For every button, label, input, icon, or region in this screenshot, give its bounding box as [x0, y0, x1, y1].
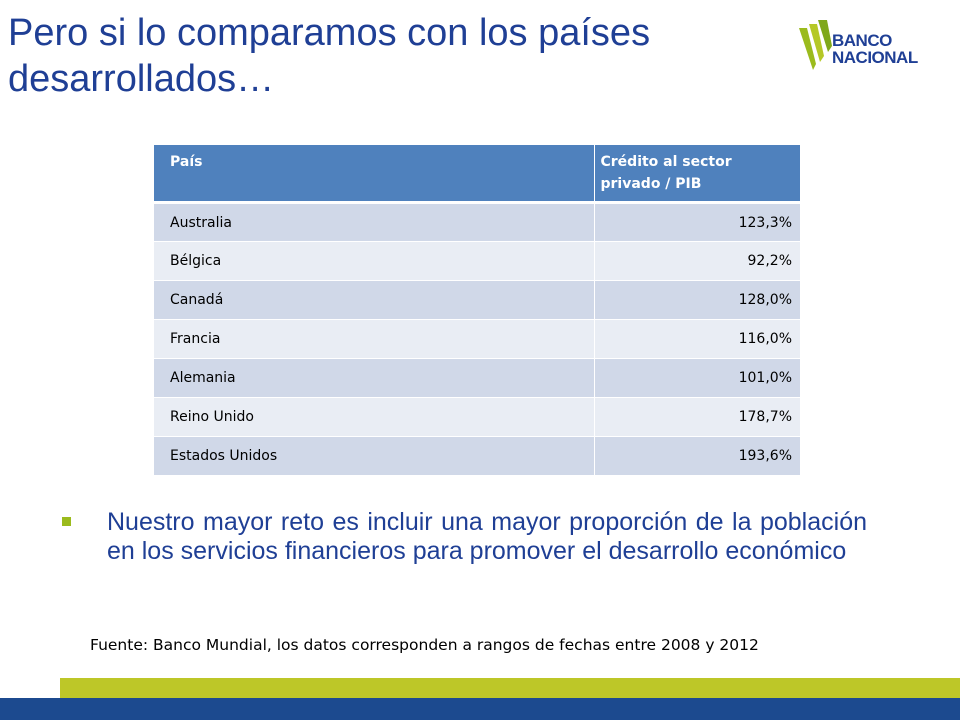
- table-row: Canadá 128,0%: [154, 280, 800, 320]
- banco-nacional-logo: BANCO NACIONAL: [796, 20, 956, 80]
- table-row: Australia 123,3%: [154, 202, 800, 242]
- value-cell: 123,3%: [593, 202, 800, 242]
- country-cell: Francia: [154, 319, 594, 359]
- table-header-row: País Crédito al sector privado / PIB: [154, 145, 800, 204]
- slide-title: Pero si lo comparamos con los países des…: [8, 12, 651, 100]
- table-row: Estados Unidos 193,6%: [154, 436, 800, 476]
- logo-wordmark: BANCO NACIONAL: [832, 32, 918, 66]
- value-cell: 92,2%: [593, 241, 800, 281]
- logo-line-2: NACIONAL: [832, 48, 918, 67]
- table-row: Francia 116,0%: [154, 319, 800, 359]
- banco-nacional-logo-icon: [799, 20, 832, 70]
- value-cell: 101,0%: [593, 358, 800, 398]
- country-cell: Canadá: [154, 280, 594, 320]
- header-credit-gdp: Crédito al sector privado / PIB: [593, 145, 800, 204]
- source-note: Fuente: Banco Mundial, los datos corresp…: [90, 636, 759, 654]
- footer-bar: [0, 698, 960, 720]
- country-cell: Bélgica: [154, 241, 594, 281]
- value-cell: 116,0%: [593, 319, 800, 359]
- country-cell: Australia: [154, 202, 594, 242]
- table-row: Reino Unido 178,7%: [154, 397, 800, 437]
- table-row: Bélgica 92,2%: [154, 241, 800, 281]
- country-cell: Reino Unido: [154, 397, 594, 437]
- table-row: Alemania 101,0%: [154, 358, 800, 398]
- value-cell: 193,6%: [593, 436, 800, 476]
- footer-accent-bar: [60, 678, 960, 698]
- bullet-text: Nuestro mayor reto es incluir una mayor …: [107, 508, 867, 565]
- credit-comparison-table: País Crédito al sector privado / PIB Aus…: [154, 145, 800, 476]
- logo-line-1: BANCO: [832, 31, 892, 50]
- square-bullet-icon: [62, 517, 71, 526]
- header-country: País: [154, 145, 594, 204]
- value-cell: 178,7%: [593, 397, 800, 437]
- country-cell: Alemania: [154, 358, 594, 398]
- value-cell: 128,0%: [593, 280, 800, 320]
- country-cell: Estados Unidos: [154, 436, 594, 476]
